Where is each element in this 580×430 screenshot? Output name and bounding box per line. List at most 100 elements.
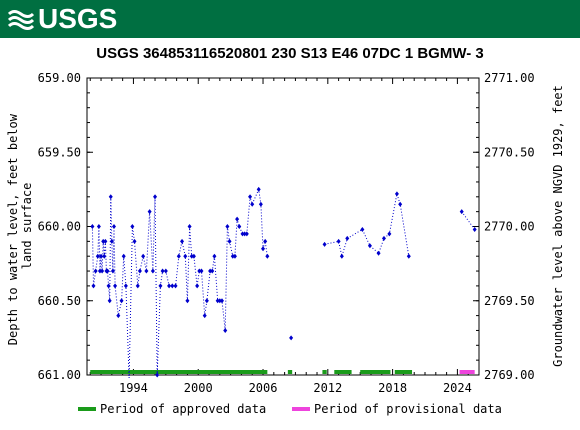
data-point [119,298,124,304]
data-point [137,268,142,274]
data-point [135,283,140,289]
data-point [132,238,137,244]
data-point [339,253,344,259]
data-point [191,253,196,259]
data-point [170,283,175,289]
data-point [406,253,411,259]
legend: Period of approved data Period of provisi… [78,402,502,416]
x-tick-label: 2024 [443,381,472,395]
data-point [367,243,372,249]
data-point [108,194,113,200]
data-point [167,283,172,289]
x-tick-label: 1994 [119,381,148,395]
data-point [173,283,178,289]
data-point [289,335,294,341]
approved-period-bar [394,370,413,374]
data-point [210,268,215,274]
data-point [185,298,190,304]
data-point [387,231,392,237]
data-point [93,268,98,274]
approved-period-bar [90,370,268,374]
data-point [223,327,228,333]
y-right-tick-label: 2769.50 [484,294,535,308]
data-point [336,238,341,244]
y-axis-label-right: Groundwater level above NGVD 1929, feet [551,85,565,367]
data-point [202,313,207,319]
data-point [217,298,222,304]
data-point [261,246,266,252]
data-point [107,298,112,304]
data-point [150,268,155,274]
data-point [208,268,213,274]
data-point [141,253,146,259]
data-point [197,268,202,274]
data-point [232,253,237,259]
usgs-logo-text: USGS [38,3,118,34]
approved-period-bar [287,370,293,374]
data-point [96,224,101,229]
data-point [265,253,270,259]
x-tick-label: 2012 [313,381,342,395]
data-point [103,238,108,244]
usgs-logo[interactable]: USGS [8,3,118,34]
data-point [240,231,245,237]
legend-label: Period of approved data [100,402,266,416]
data-point [189,253,194,259]
y-right-tick-label: 2771.00 [484,71,535,85]
legend-label: Period of provisional data [314,402,502,416]
data-point [130,224,135,229]
data-point [235,216,240,222]
x-tick-label: 2006 [249,381,278,395]
data-point [144,268,149,274]
axes-layer: 659.00 659.50 660.00 660.50 661.00 2771.00 277… [38,71,535,395]
data-point [230,253,235,259]
y-right-tick-label: 2770.50 [484,145,535,159]
data-point [322,241,327,247]
y-tick-label: 660.00 [38,220,81,234]
series-layer [90,186,477,379]
periods-layer [90,370,475,374]
data-point [227,238,232,244]
data-point [176,253,181,259]
y-tick-label: 661.00 [38,368,81,382]
series-line [324,193,410,259]
approved-period-bar [322,370,327,374]
data-point [106,283,111,289]
y-right-tick-label: 2770.00 [484,220,535,234]
chart-title: USGS 364853116520801 230 S13 E46 07DC 1 … [96,45,483,62]
series-line [461,211,476,230]
data-point [263,238,268,244]
data-point [163,268,168,274]
data-point [121,253,126,259]
y-right-tick-label: 2769.00 [484,368,535,382]
approved-period-bar [334,370,352,374]
data-point [180,238,185,244]
data-point [95,253,100,259]
data-point [183,253,188,259]
x-tick-label: 2000 [184,381,213,395]
data-point [101,238,106,244]
water-level-chart: USGS 364853116520801 230 S13 E46 07DC 1 … [6,45,565,416]
data-point [105,268,110,274]
data-point [153,194,158,200]
data-point [215,298,220,304]
usgs-wave-icon [8,10,34,30]
data-point [225,224,230,229]
legend-swatch [78,407,96,411]
data-point [376,250,381,256]
data-point [90,224,95,229]
data-point [123,283,128,289]
y-tick-label: 660.50 [38,294,81,308]
data-point [472,226,477,232]
data-point [91,283,96,289]
data-point [113,283,118,289]
data-point [258,201,263,207]
data-point [250,201,255,207]
data-point [219,298,224,304]
data-point [242,231,247,237]
data-point [160,268,165,274]
data-point [381,235,386,241]
plot-area [86,77,480,376]
data-point [110,268,115,274]
data-point [147,209,152,215]
